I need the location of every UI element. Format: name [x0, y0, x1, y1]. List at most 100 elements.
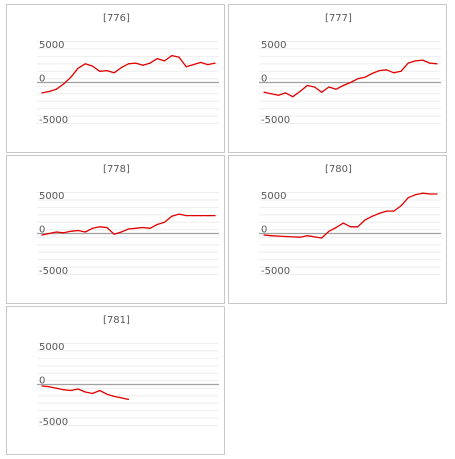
data-point [48, 386, 50, 388]
y-tick-label: 0 [39, 225, 45, 236]
data-point [77, 67, 79, 69]
data-point [400, 70, 402, 72]
data-point [357, 78, 359, 80]
data-point [306, 235, 308, 237]
data-point [149, 227, 151, 229]
y-tick-label: -5000 [39, 417, 68, 428]
data-point [378, 212, 380, 214]
data-point [321, 91, 323, 93]
data-point [407, 197, 409, 199]
data-point [156, 58, 158, 60]
data-point [306, 84, 308, 87]
y-tick-label: 5000 [261, 191, 286, 202]
data-point [70, 230, 72, 232]
data-point [127, 398, 130, 400]
data-point [200, 61, 202, 64]
data-point [77, 388, 79, 390]
data-point [106, 393, 108, 395]
data-point [55, 387, 58, 389]
data-point [321, 237, 323, 239]
data-point [106, 226, 108, 229]
series-line [41, 54, 216, 94]
data-point [414, 60, 416, 62]
data-point [422, 59, 424, 61]
data-point [270, 235, 272, 237]
chart-panel: [781] 5000 0 -5000 [6, 306, 225, 455]
data-point [192, 215, 194, 217]
data-point [414, 194, 416, 196]
data-point [393, 210, 395, 212]
data-point [214, 215, 216, 217]
data-point [364, 76, 366, 78]
data-point [429, 193, 431, 195]
data-point [436, 63, 438, 65]
data-point [77, 229, 79, 232]
data-point [292, 236, 294, 238]
data-point [364, 219, 366, 221]
data-point [135, 62, 137, 64]
data-point [378, 70, 380, 72]
data-point [429, 62, 431, 64]
data-point [113, 72, 115, 74]
y-tick-label: -5000 [261, 115, 290, 126]
chart-svg: [780] 5000 0 -5000 [259, 164, 441, 277]
data-point [63, 83, 65, 85]
y-tick-label: -5000 [39, 266, 68, 277]
data-point [48, 90, 50, 93]
data-point [156, 223, 158, 226]
chart-title: [776] [103, 13, 130, 24]
chart-panel: [777] 5000 0 -5000 [228, 4, 447, 153]
data-point [385, 69, 388, 71]
data-point [120, 67, 122, 69]
data-point [285, 92, 287, 94]
data-point [335, 88, 337, 90]
data-point [407, 62, 409, 64]
data-point [171, 55, 173, 57]
chart-panel: [778] 5000 0 -5000 [6, 155, 225, 304]
chart-title: [781] [103, 315, 130, 326]
chart-title: [778] [103, 164, 130, 175]
data-point [171, 215, 173, 217]
y-tick-label: 5000 [39, 40, 64, 51]
data-point [299, 90, 301, 93]
data-point [214, 62, 216, 64]
data-point [313, 236, 316, 238]
data-point [207, 64, 209, 66]
data-point [163, 221, 166, 223]
data-point [371, 215, 373, 217]
data-point [63, 232, 65, 234]
data-point [70, 76, 72, 78]
data-point [342, 84, 344, 87]
data-point [436, 193, 438, 195]
data-point [292, 96, 294, 98]
data-point [313, 86, 316, 88]
data-point [270, 93, 272, 95]
data-point [400, 205, 402, 207]
y-tick-label: -5000 [39, 115, 68, 126]
data-point [84, 391, 86, 393]
y-tick-label: 0 [39, 376, 45, 387]
data-point [200, 215, 202, 217]
data-point [91, 65, 94, 67]
data-point [120, 231, 122, 233]
data-point [328, 230, 330, 232]
chart-svg: [781] 5000 0 -5000 [37, 315, 219, 428]
data-point [335, 226, 337, 229]
data-point [263, 234, 265, 236]
data-point [142, 64, 144, 66]
y-tick-label: 5000 [261, 40, 286, 51]
data-point [84, 63, 86, 65]
data-point [70, 389, 72, 392]
series-line [41, 213, 215, 236]
y-tick-label: 0 [261, 225, 267, 236]
chart-title: [777] [325, 13, 352, 24]
data-point [357, 226, 359, 228]
data-point [393, 72, 395, 74]
y-tick-label: 0 [261, 74, 267, 85]
data-point [127, 228, 130, 230]
data-point [277, 235, 279, 237]
data-point [48, 232, 50, 235]
data-point [41, 385, 43, 387]
data-point [277, 94, 279, 96]
